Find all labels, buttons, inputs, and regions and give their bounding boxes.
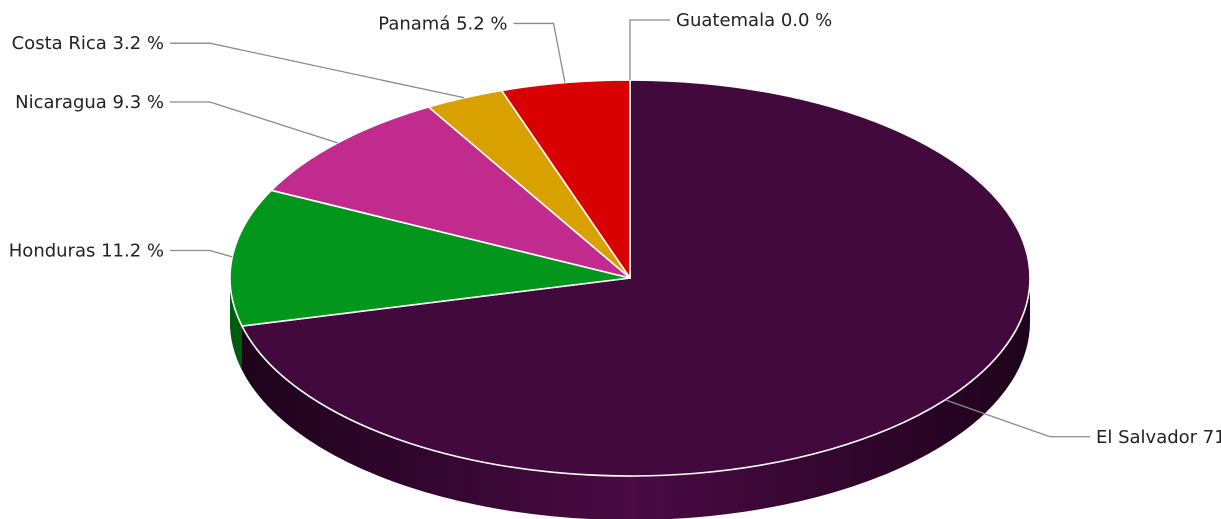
leader-honduras (170, 249, 233, 258)
wall-honduras (230, 278, 242, 371)
leader-panama (513, 22, 566, 83)
leader-costa-rica (170, 42, 465, 99)
slice-nicaragua (270, 106, 631, 279)
label-honduras: Honduras 11.2 % (9, 240, 164, 261)
label-panama: Panamá 5.2 % (378, 13, 507, 34)
slice-labels: El Salvador 71.1 % Honduras 11.2 % Nicarag… (9, 10, 1221, 448)
slice-panama (500, 79, 631, 279)
label-costa-rica: Costa Rica 3.2 % (12, 33, 164, 54)
label-nicaragua: Nicaragua 9.3 % (15, 92, 164, 113)
slice-el-salvador (241, 79, 1031, 477)
leader-nicaragua (170, 101, 338, 144)
leader-guatemala (629, 19, 670, 80)
pie-wall (230, 278, 1030, 519)
pie-slices (229, 79, 1031, 477)
label-guatemala: Guatemala 0.0 % (676, 10, 832, 31)
leader-lines (170, 19, 1090, 438)
slice-honduras (229, 189, 631, 327)
leader-el-salvador (945, 399, 1090, 438)
pie-depth-walls (230, 278, 1030, 519)
label-el-salvador: El Salvador 71.1 % (1096, 427, 1221, 448)
